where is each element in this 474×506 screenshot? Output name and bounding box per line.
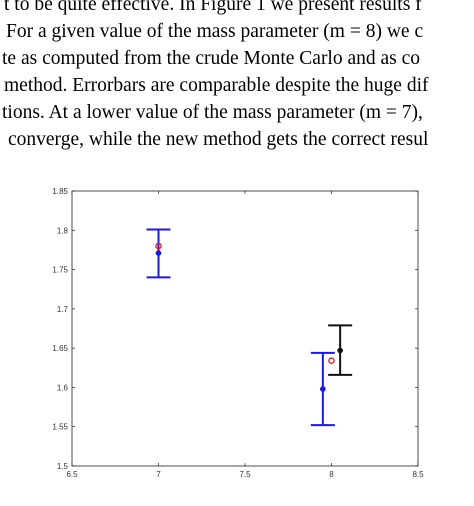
data-point-open — [155, 242, 162, 250]
y-tick-label: 1.85 — [52, 187, 68, 196]
y-tick-label: 1.8 — [57, 226, 69, 235]
text-line: For a given value of the mass parameter … — [6, 21, 424, 42]
y-tick-label: 1.5 — [57, 462, 69, 471]
x-tick-label: 7 — [156, 470, 161, 479]
y-tick-label: 1.55 — [52, 423, 68, 432]
paper-text: t to be quite effective. In Figure 1 we … — [0, 0, 474, 190]
x-tick-label: 8.5 — [412, 470, 424, 479]
plot-axes — [71, 190, 419, 467]
y-tick-label: 1.75 — [52, 266, 68, 275]
data-point — [155, 250, 162, 256]
y-tick-label: 1.7 — [57, 305, 69, 314]
x-tick-label: 8 — [329, 470, 334, 479]
text-line: te as computed from the crude Monte Carl… — [2, 48, 421, 69]
x-tick-label: 7.5 — [239, 470, 251, 479]
data-marks — [146, 228, 353, 427]
axis-ticks: 6.5 7 7.5 8 8.5 1.5 1.55 1.6 1.65 1.7 1.75 1.8 1.85 — [52, 187, 424, 479]
data-point — [337, 347, 343, 354]
data-point-open — [328, 357, 335, 365]
text-line: converge, while the new method gets the … — [8, 129, 429, 150]
data-point — [320, 386, 326, 392]
y-tick-label: 1.65 — [52, 344, 68, 353]
text-line: method. Errorbars are comparable despite… — [4, 75, 429, 96]
x-tick-label: 6.5 — [66, 470, 78, 479]
plot-frame — [71, 190, 419, 467]
text-line: tions. At a lower value of the mass para… — [2, 102, 423, 123]
y-tick-label: 1.6 — [57, 383, 69, 392]
text-line: t to be quite effective. In Figure 1 we … — [4, 0, 422, 15]
